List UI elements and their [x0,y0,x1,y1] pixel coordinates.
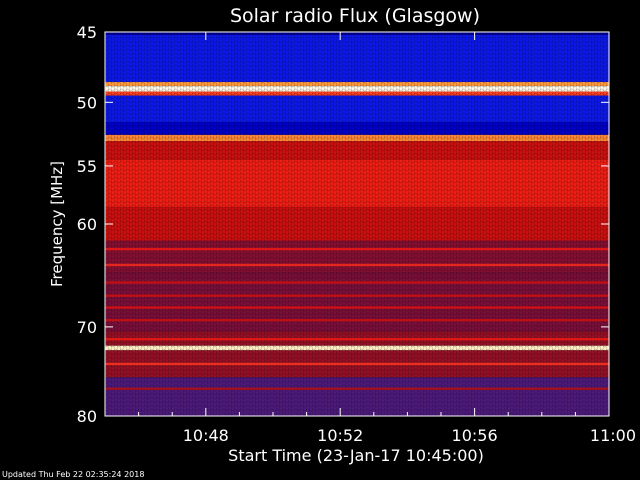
y-axis-label: Frequency [MHz] [48,161,66,287]
y-tick-label: 55 [77,157,97,176]
updated-timestamp: Updated Thu Feb 22 02:35:24 2018 [2,470,145,479]
y-axis: 45 50 55 60 70 80 [77,23,609,426]
emission-line [105,337,609,341]
emission-line [105,263,609,267]
emission-line [105,306,609,309]
y-tick-label: 70 [77,318,97,337]
emission-line [105,247,609,251]
x-tick-label: 10:56 [452,426,498,445]
x-tick-label: 10:52 [317,426,363,445]
y-tick-label: 50 [77,93,97,112]
emission-line [105,318,609,322]
x-axis: 10:48 10:52 10:56 11:00 [104,32,636,445]
emission-line [105,387,609,390]
y-tick-label: 60 [77,215,97,234]
x-tick-label: 11:00 [590,426,636,445]
x-axis-label: Start Time (23-Jan-17 10:45:00) [228,446,484,465]
y-tick-label: 80 [77,407,97,426]
x-tick-label: 10:48 [183,426,229,445]
emission-line [105,362,609,366]
chart-title: Solar radio Flux (Glasgow) [230,5,480,27]
emission-line [105,281,609,284]
ripple-overlay [105,32,609,416]
emission-line [105,294,609,297]
y-tick-label: 45 [77,23,97,42]
plot-area [104,31,610,417]
